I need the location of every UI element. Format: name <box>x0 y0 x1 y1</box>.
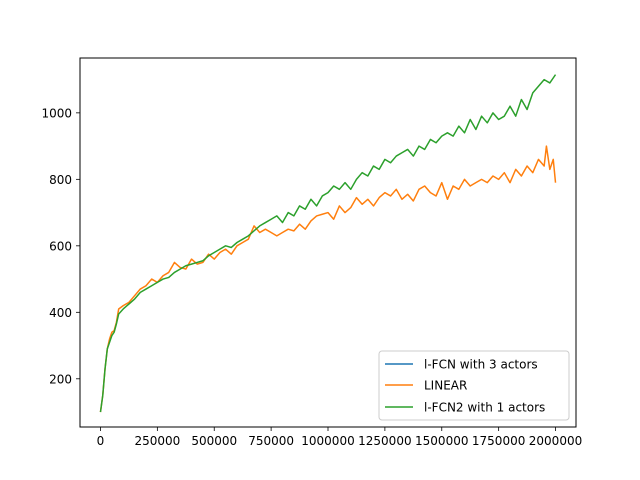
legend-label-linear: LINEAR <box>424 379 467 393</box>
x-tick-label: 0 <box>97 434 105 448</box>
y-axis: 200 400 600 800 1000 <box>41 106 80 386</box>
x-tick-label: 2000000 <box>529 434 582 448</box>
x-axis: 0 250000 500000 750000 1000000 1250000 1500000… <box>97 427 582 448</box>
series-line-1 <box>99 145 557 413</box>
series-line-2 <box>99 74 557 413</box>
legend-box <box>378 350 570 421</box>
y-tick-label: 600 <box>49 239 72 253</box>
x-tick-label: 1750000 <box>472 434 525 448</box>
x-tick-label: 500000 <box>191 434 237 448</box>
x-tick-label: 1500000 <box>415 434 468 448</box>
x-tick-label: 1250000 <box>358 434 411 448</box>
legend-label-lfcn2: l-FCN2 with 1 actors <box>424 401 545 415</box>
x-tick-label: 750000 <box>248 434 294 448</box>
y-tick-label: 400 <box>49 306 72 320</box>
x-tick-label: 1000000 <box>301 434 354 448</box>
y-tick-label: 1000 <box>41 106 72 120</box>
x-tick-label: 250000 <box>134 434 180 448</box>
legend-label-lfcn3: l-FCN with 3 actors <box>424 358 538 372</box>
y-tick-label: 800 <box>49 173 72 187</box>
legend: l-FCN with 3 actors LINEAR l-FCN2 with 1… <box>378 350 570 421</box>
series-layer <box>99 74 557 413</box>
y-tick-label: 200 <box>49 372 72 386</box>
